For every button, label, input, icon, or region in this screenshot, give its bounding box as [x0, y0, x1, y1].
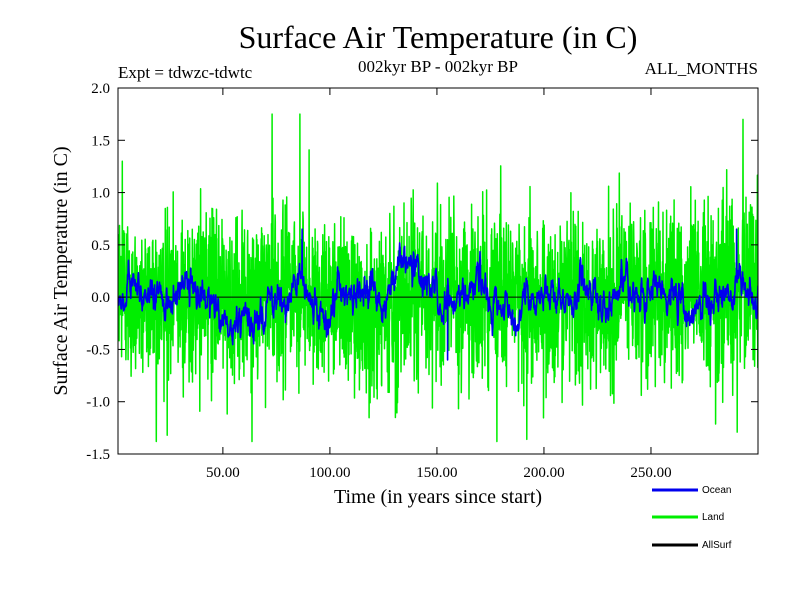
x-tick-label: 200.00 — [523, 465, 564, 481]
series-line-land — [118, 113, 758, 443]
legend-label-ocean: Ocean — [702, 485, 731, 496]
chart-title: Surface Air Temperature (in C) — [239, 19, 638, 55]
y-tick-label: 2.0 — [91, 81, 110, 97]
x-axis-label: Time (in years since start) — [334, 486, 542, 508]
y-tick-label: 0.0 — [91, 290, 110, 306]
x-axis: 50.00 100.00 150.00 200.00 250.00 — [206, 88, 672, 481]
y-tick-label: -0.5 — [86, 342, 110, 358]
y-tick-label: 1.5 — [91, 133, 110, 149]
series-line-ocean — [118, 228, 758, 361]
plot-frame — [117, 87, 759, 455]
y-axis: -1.5 -1.0 -0.5 0.0 0.5 1.0 1.5 2.0 — [86, 81, 758, 463]
chart-subtitle-left: Expt = tdwzc-tdwtc — [118, 63, 253, 82]
x-tick-label: 50.00 — [206, 465, 240, 481]
y-tick-label: -1.0 — [86, 395, 110, 411]
y-tick-label: 1.0 — [91, 186, 110, 202]
legend-label-land: Land — [702, 512, 724, 523]
y-axis-label: Surface Air Temperature (in C) — [50, 146, 72, 395]
x-tick-label: 100.00 — [309, 465, 350, 481]
y-tick-label: -1.5 — [86, 447, 110, 463]
legend-label-allsurf: AllSurf — [702, 540, 732, 551]
x-tick-label: 150.00 — [416, 465, 457, 481]
x-tick-label: 250.00 — [630, 465, 671, 481]
y-tick-label: 0.5 — [91, 238, 110, 254]
chart-subtitle-center: 002kyr BP - 002kyr BP — [358, 57, 518, 76]
legend: Ocean Land AllSurf — [652, 485, 732, 551]
chart-subtitle-right: ALL_MONTHS — [645, 59, 758, 78]
